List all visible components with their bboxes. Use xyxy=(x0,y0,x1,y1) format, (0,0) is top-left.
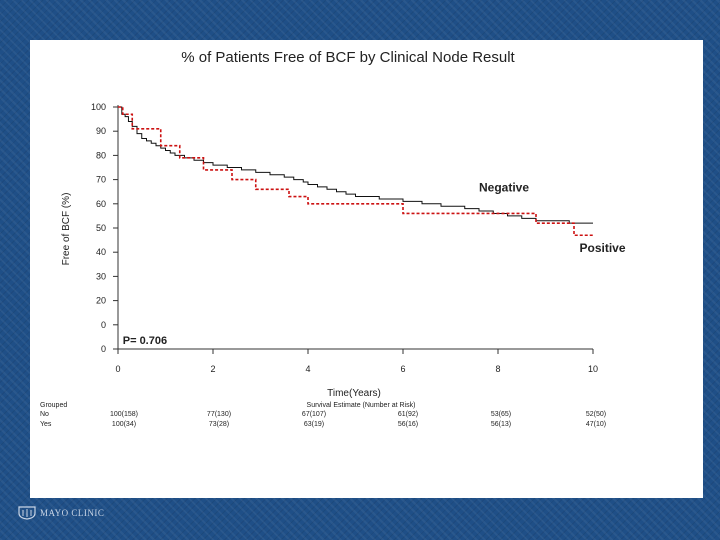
y-tick-label: 50 xyxy=(96,223,106,233)
risk-header-center: Survival Estimate (Number at Risk) xyxy=(307,402,416,409)
risk-cell: 56(13) xyxy=(491,421,511,428)
risk-cell: 100(158) xyxy=(110,411,138,418)
chart-title: % of Patients Free of BCF by Clinical No… xyxy=(181,49,515,66)
risk-cell: 52(50) xyxy=(586,411,606,418)
risk-header-left: Grouped xyxy=(40,402,67,409)
y-tick-label: 0 xyxy=(101,344,106,354)
annotation-label: Negative xyxy=(479,181,529,195)
series-positive-line xyxy=(118,106,593,237)
series-negative-line xyxy=(118,106,593,224)
risk-cell: 61(92) xyxy=(398,411,418,418)
risk-cell: 100(34) xyxy=(112,421,136,428)
series-layer xyxy=(118,106,593,237)
risk-table: Grouped Survival Estimate (Number at Risk… xyxy=(40,402,606,428)
x-tick-label: 0 xyxy=(115,364,120,374)
risk-cell: 67(107) xyxy=(302,411,326,418)
y-tick-label: 90 xyxy=(96,126,106,136)
x-axis-label: Time(Years) xyxy=(327,388,381,399)
y-tick-label: 100 xyxy=(91,102,106,112)
y-tick-label: 30 xyxy=(96,271,106,281)
y-tick-label: 20 xyxy=(96,296,106,306)
x-tick-label: 4 xyxy=(305,364,310,374)
risk-cell: 77(130) xyxy=(207,411,231,418)
x-tick-label: 10 xyxy=(588,364,598,374)
shield-logo-icon xyxy=(18,506,36,520)
x-tick-label: 2 xyxy=(210,364,215,374)
annotation-label: Positive xyxy=(579,241,625,255)
mayo-clinic-logo: MAYO CLINIC xyxy=(18,506,104,520)
y-tick-label: 80 xyxy=(96,150,106,160)
logo-text: MAYO CLINIC xyxy=(40,508,105,518)
risk-cell: 47(10) xyxy=(586,421,606,428)
annotations: Negative Positive P= 0.706 xyxy=(123,181,626,347)
risk-row-label: Yes xyxy=(40,421,52,428)
risk-row-label: No xyxy=(40,411,49,418)
x-tick-label: 6 xyxy=(400,364,405,374)
y-tick-label: 60 xyxy=(96,199,106,209)
risk-cell: 73(28) xyxy=(209,421,229,428)
y-tick-label: 0 xyxy=(101,320,106,330)
x-tick-label: 8 xyxy=(495,364,500,374)
y-tick-label: 70 xyxy=(96,175,106,185)
risk-cell: 56(16) xyxy=(398,421,418,428)
annotation-label: P= 0.706 xyxy=(123,335,167,347)
y-tick-label: 40 xyxy=(96,247,106,257)
km-chart: % of Patients Free of BCF by Clinical No… xyxy=(40,49,626,428)
risk-cell: 53(65) xyxy=(491,411,511,418)
chart-panel: % of Patients Free of BCF by Clinical No… xyxy=(30,40,703,498)
risk-cell: 63(19) xyxy=(304,421,324,428)
y-axis-label: Free of BCF (%) xyxy=(61,193,72,266)
